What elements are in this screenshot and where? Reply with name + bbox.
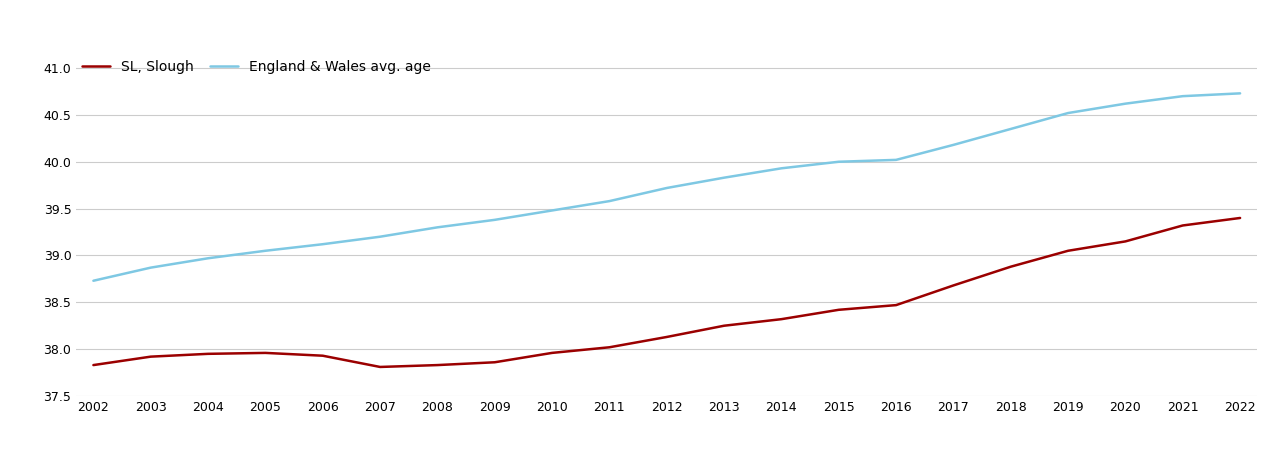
SL, Slough	[201, 351, 216, 356]
England & Wales avg. age	[1232, 90, 1247, 96]
England & Wales avg. age	[429, 225, 444, 230]
Line: England & Wales avg. age: England & Wales avg. age	[94, 93, 1240, 281]
England & Wales avg. age	[258, 248, 273, 253]
SL, Slough	[1060, 248, 1076, 253]
England & Wales avg. age	[315, 242, 330, 247]
SL, Slough	[258, 350, 273, 356]
SL, Slough	[1003, 264, 1019, 270]
England & Wales avg. age	[889, 157, 904, 162]
SL, Slough	[545, 350, 560, 356]
SL, Slough	[1175, 223, 1190, 228]
England & Wales avg. age	[201, 256, 216, 261]
England & Wales avg. age	[372, 234, 387, 239]
SL, Slough	[946, 283, 961, 288]
England & Wales avg. age	[1175, 94, 1190, 99]
England & Wales avg. age	[86, 278, 102, 284]
SL, Slough	[86, 362, 102, 368]
England & Wales avg. age	[144, 265, 159, 270]
SL, Slough	[488, 360, 503, 365]
Legend: SL, Slough, England & Wales avg. age: SL, Slough, England & Wales avg. age	[76, 54, 437, 79]
England & Wales avg. age	[659, 185, 674, 191]
SL, Slough	[315, 353, 330, 358]
England & Wales avg. age	[1118, 101, 1133, 106]
England & Wales avg. age	[602, 198, 617, 204]
England & Wales avg. age	[1003, 126, 1019, 132]
SL, Slough	[602, 345, 617, 350]
England & Wales avg. age	[716, 175, 732, 180]
England & Wales avg. age	[1060, 110, 1076, 116]
SL, Slough	[831, 307, 846, 312]
SL, Slough	[1118, 238, 1133, 244]
England & Wales avg. age	[545, 208, 560, 213]
Line: SL, Slough: SL, Slough	[94, 218, 1240, 367]
SL, Slough	[889, 302, 904, 308]
SL, Slough	[144, 354, 159, 360]
SL, Slough	[1232, 215, 1247, 220]
SL, Slough	[659, 334, 674, 340]
England & Wales avg. age	[488, 217, 503, 223]
SL, Slough	[429, 362, 444, 368]
SL, Slough	[372, 364, 387, 369]
England & Wales avg. age	[831, 159, 846, 164]
England & Wales avg. age	[946, 142, 961, 148]
SL, Slough	[716, 323, 732, 328]
England & Wales avg. age	[773, 166, 789, 171]
SL, Slough	[773, 316, 789, 322]
